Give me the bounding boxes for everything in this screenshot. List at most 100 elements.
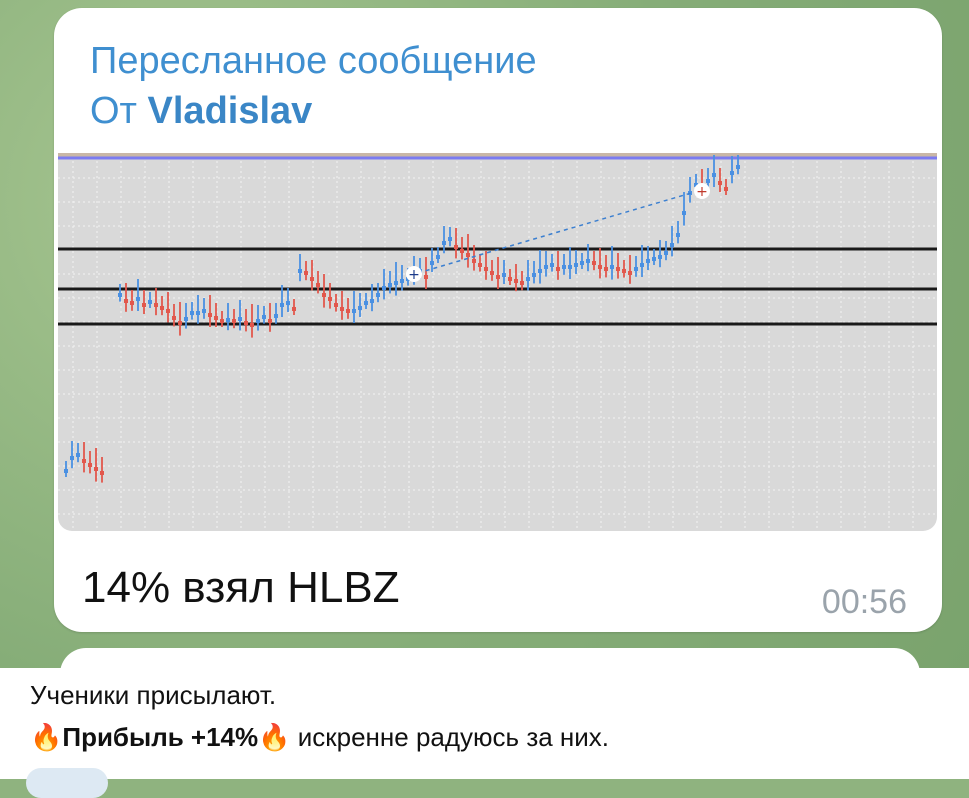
post-text-panel bbox=[0, 668, 969, 779]
candle-body bbox=[472, 259, 476, 263]
candle-body bbox=[352, 309, 356, 313]
candle-body bbox=[718, 181, 722, 185]
candle-body bbox=[286, 301, 290, 305]
post-line-1: Ученики присылают. bbox=[30, 680, 277, 710]
forward-header: Пересланное сообщение bbox=[90, 40, 537, 82]
candle-body bbox=[424, 275, 428, 279]
entry-marker-plus: + bbox=[408, 267, 420, 283]
candle-body bbox=[316, 283, 320, 287]
chart-image[interactable]: + + bbox=[58, 153, 937, 531]
candle-body bbox=[136, 297, 140, 301]
candle-body bbox=[670, 243, 674, 247]
candle-body bbox=[388, 283, 392, 287]
candle-body bbox=[598, 265, 602, 269]
candle-body bbox=[628, 271, 632, 275]
candle-body bbox=[370, 299, 374, 303]
candle-body bbox=[190, 311, 194, 315]
candle-body bbox=[712, 173, 716, 177]
fire-icon: 🔥 bbox=[30, 722, 63, 752]
candle-body bbox=[736, 165, 740, 169]
candle-body bbox=[490, 271, 494, 275]
candle-body bbox=[676, 233, 680, 237]
candle-body bbox=[604, 267, 608, 271]
candle-body bbox=[232, 319, 236, 323]
message-caption: 14% взял HLBZ bbox=[82, 563, 400, 612]
forward-from-prefix: От bbox=[90, 90, 137, 132]
forward-from-name[interactable]: Vladislav bbox=[147, 90, 313, 132]
candle-body bbox=[550, 263, 554, 267]
candle-body bbox=[622, 269, 626, 273]
candle-body bbox=[484, 267, 488, 271]
candle-body bbox=[538, 269, 542, 273]
exit-marker: + bbox=[694, 183, 710, 200]
entry-marker-circle bbox=[406, 266, 422, 282]
candle-body bbox=[268, 319, 272, 323]
candle-body bbox=[274, 314, 278, 318]
exit-marker-circle bbox=[694, 183, 710, 199]
candle-body bbox=[172, 316, 176, 320]
candle-body bbox=[124, 299, 128, 303]
candle-body bbox=[340, 307, 344, 311]
chart-top-band bbox=[58, 153, 937, 159]
candle-body bbox=[568, 265, 572, 269]
candle-body bbox=[658, 255, 662, 259]
candle-body bbox=[178, 321, 182, 325]
candle-body bbox=[160, 306, 164, 310]
candle-body bbox=[100, 471, 104, 475]
candle-body bbox=[250, 323, 254, 327]
candle-body bbox=[64, 469, 68, 473]
candle-body bbox=[238, 317, 242, 321]
candle-body bbox=[358, 306, 362, 310]
candle-body bbox=[304, 271, 308, 275]
candle-body bbox=[502, 273, 506, 277]
candle-body bbox=[448, 237, 452, 241]
candle-body bbox=[400, 279, 404, 283]
candle-body bbox=[310, 277, 314, 281]
candle-body bbox=[478, 263, 482, 267]
candle-body bbox=[460, 249, 464, 253]
candle-body bbox=[586, 259, 590, 263]
candle-body bbox=[280, 303, 284, 307]
candle-body bbox=[382, 286, 386, 290]
candle-body bbox=[130, 301, 134, 305]
candle-body bbox=[262, 315, 266, 319]
candle-body bbox=[148, 300, 152, 304]
candle-body bbox=[430, 261, 434, 265]
message-time: 00:56 bbox=[821, 583, 907, 621]
candle-body bbox=[88, 463, 92, 467]
forward-source[interactable]: От Vladislav bbox=[90, 90, 312, 133]
candle-body bbox=[202, 309, 206, 313]
candle-body bbox=[364, 301, 368, 305]
candle-body bbox=[730, 171, 734, 175]
candle-body bbox=[514, 279, 518, 283]
candle-body bbox=[118, 293, 122, 297]
candle-body bbox=[394, 281, 398, 285]
candle-body bbox=[682, 211, 686, 215]
trade-dashed-line bbox=[417, 190, 699, 274]
candle-body bbox=[532, 273, 536, 277]
candle-body bbox=[154, 303, 158, 307]
candle-body bbox=[544, 265, 548, 269]
candle-body bbox=[454, 245, 458, 249]
post-line-2-rest: искренне радуюсь за них. bbox=[290, 722, 610, 752]
candle-body bbox=[610, 265, 614, 269]
candle-body bbox=[196, 311, 200, 315]
candle-body bbox=[184, 317, 188, 321]
candlestick-chart: + + bbox=[58, 153, 937, 531]
candle-body bbox=[328, 297, 332, 301]
candle-body bbox=[76, 453, 80, 457]
fire-icon: 🔥 bbox=[258, 722, 291, 752]
chart-grid bbox=[58, 161, 937, 531]
candle-body bbox=[376, 293, 380, 297]
reaction-chip[interactable] bbox=[26, 768, 108, 798]
candle-body bbox=[562, 265, 566, 269]
candle-body bbox=[496, 275, 500, 279]
profit-label: Прибыль +14% bbox=[62, 722, 259, 752]
candle-body bbox=[94, 467, 98, 471]
candle-body bbox=[322, 293, 326, 297]
candle-body bbox=[724, 187, 728, 191]
candle-body bbox=[694, 183, 698, 187]
exit-marker-plus: + bbox=[696, 184, 708, 200]
candle-body bbox=[220, 319, 224, 323]
candles bbox=[64, 155, 740, 483]
